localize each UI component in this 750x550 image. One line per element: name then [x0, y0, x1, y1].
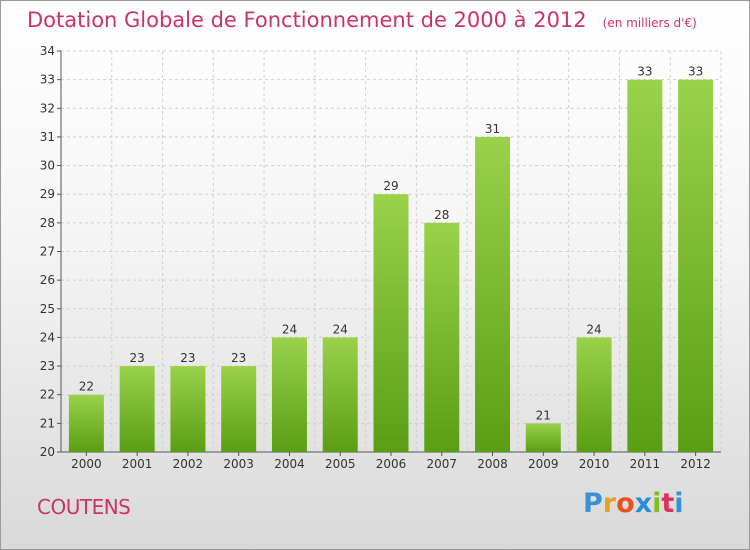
x-tick-label: 2008: [477, 457, 508, 471]
data-label: 23: [231, 351, 246, 365]
bar: [678, 79, 714, 453]
bar: [373, 194, 409, 452]
data-label: 29: [383, 179, 398, 193]
bar: [576, 337, 612, 452]
y-tick-label: 29: [40, 187, 55, 201]
logo-letter: P: [583, 488, 603, 519]
y-tick-label: 28: [40, 216, 55, 230]
bar: [322, 337, 358, 452]
logo-letter: i: [652, 488, 662, 519]
bar: [627, 79, 663, 453]
data-label: 31: [485, 122, 500, 136]
x-tick-label: 2003: [223, 457, 254, 471]
x-tick-label: 2001: [122, 457, 153, 471]
bar: [221, 366, 257, 452]
x-tick-label: 2011: [630, 457, 661, 471]
data-label: 22: [79, 380, 94, 394]
data-label: 28: [434, 208, 449, 222]
bar: [170, 366, 206, 452]
y-tick-label: 23: [40, 359, 55, 373]
chart-unit: (en milliers d'€): [602, 16, 697, 30]
x-tick-label: 2004: [274, 457, 305, 471]
chart-title: Dotation Globale de Fonctionnement de 20…: [27, 8, 587, 32]
y-tick-label: 27: [40, 245, 55, 259]
title-row: Dotation Globale de Fonctionnement de 20…: [27, 8, 697, 32]
logo-letter: i: [674, 488, 684, 519]
town-name: COUTENS: [37, 495, 131, 519]
x-tick-label: 2010: [579, 457, 610, 471]
y-tick-label: 30: [40, 159, 55, 173]
logo-letter: r: [602, 488, 617, 519]
data-label: 33: [688, 65, 703, 79]
x-tick-label: 2002: [173, 457, 204, 471]
proxiti-logo: Proxiti: [583, 488, 684, 519]
y-tick-label: 25: [40, 302, 55, 316]
data-label: 24: [586, 322, 601, 336]
y-tick-label: 20: [40, 445, 55, 459]
x-tick-label: 2007: [426, 457, 457, 471]
y-tick-label: 32: [40, 101, 55, 115]
x-tick-label: 2012: [680, 457, 711, 471]
x-tick-label: 2006: [376, 457, 407, 471]
bar: [68, 394, 104, 452]
y-tick-label: 26: [40, 273, 55, 287]
x-tick-label: 2009: [528, 457, 559, 471]
y-tick-label: 34: [40, 44, 55, 58]
x-tick-label: 2005: [325, 457, 356, 471]
bar: [424, 222, 460, 452]
bar: [119, 366, 155, 452]
bar: [271, 337, 307, 452]
data-label: 33: [637, 65, 652, 79]
data-label: 21: [536, 408, 551, 422]
y-tick-label: 24: [40, 330, 55, 344]
y-tick-label: 33: [40, 73, 55, 87]
data-label: 23: [130, 351, 145, 365]
logo-letter: t: [661, 488, 675, 519]
y-tick-label: 21: [40, 416, 55, 430]
bar: [475, 136, 511, 452]
data-label: 24: [333, 322, 348, 336]
logo-letter: o: [616, 488, 635, 519]
bar: [525, 423, 561, 452]
data-label: 24: [282, 322, 297, 336]
bars: [68, 79, 714, 453]
x-tick-label: 2000: [71, 457, 102, 471]
logo-letter: x: [634, 488, 653, 519]
data-label: 23: [180, 351, 195, 365]
y-tick-label: 22: [40, 388, 55, 402]
labels: 20 21 22 23 24 25 26 27 28 29 30 31 32 33 34 22 2000 23 20…: [40, 44, 711, 471]
y-tick-label: 31: [40, 130, 55, 144]
